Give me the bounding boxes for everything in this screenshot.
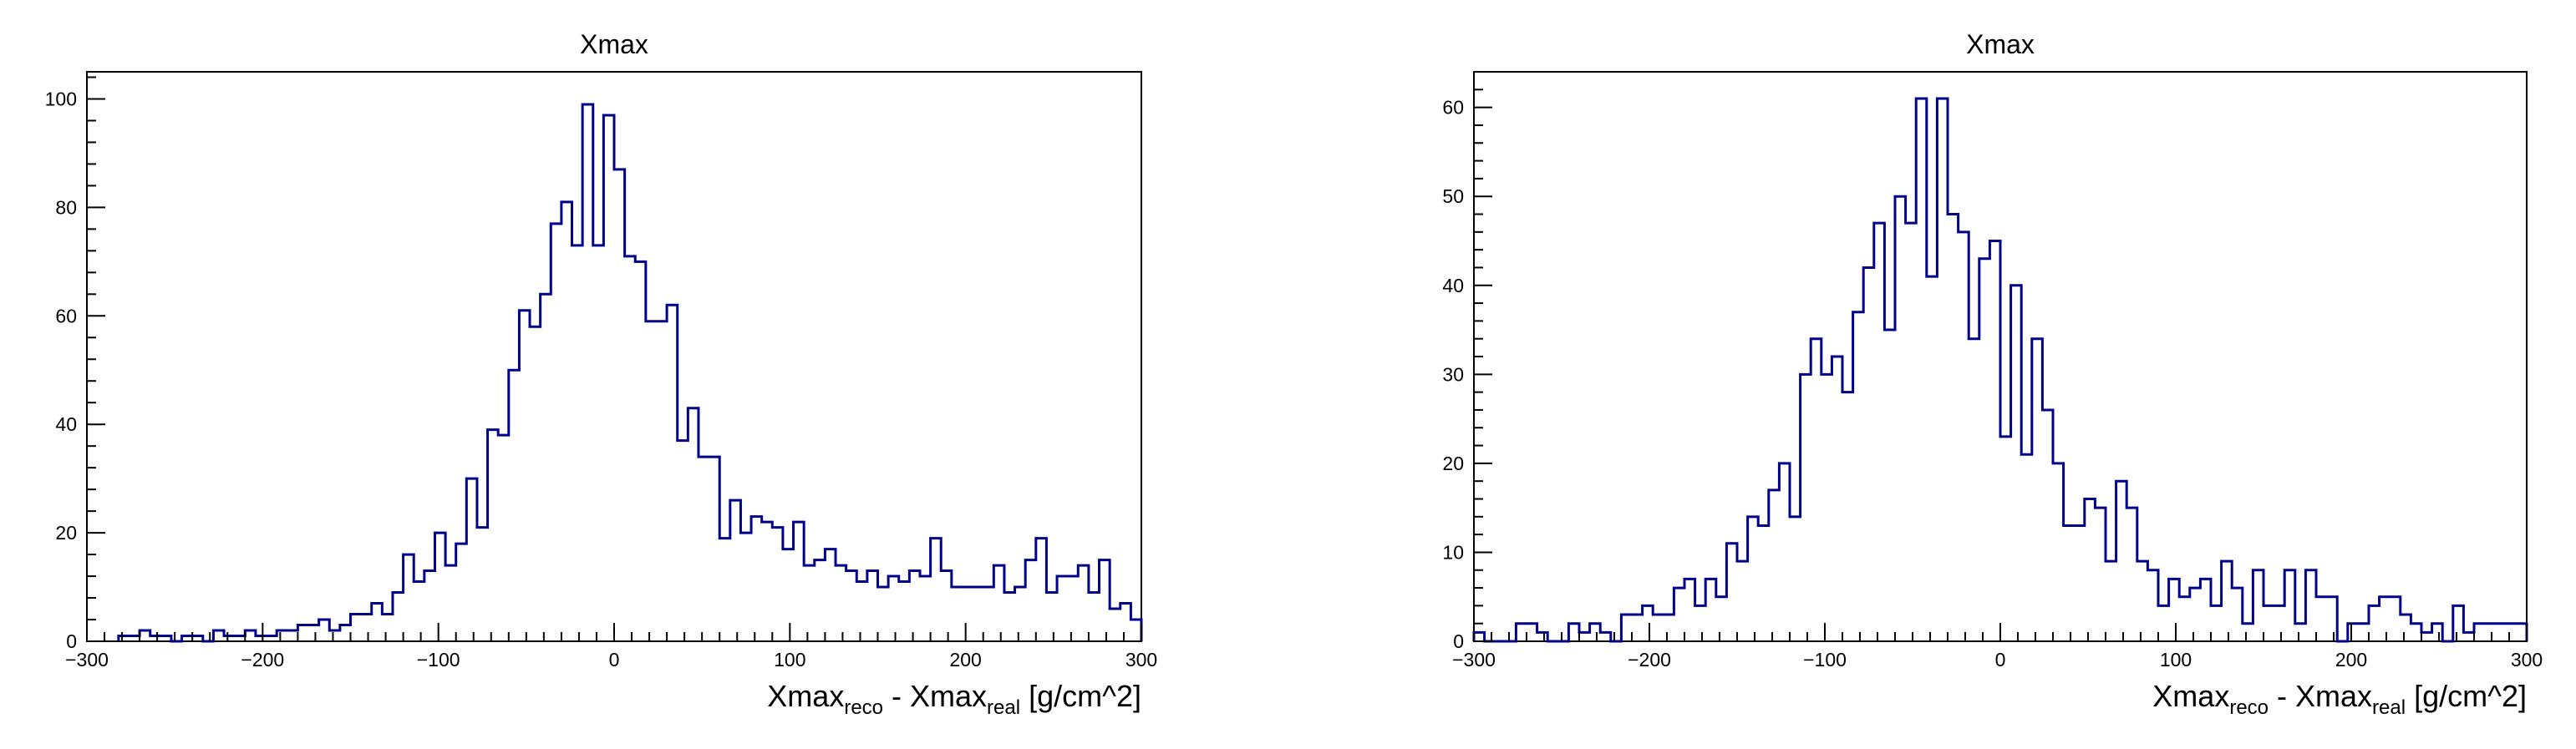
x-tick-label: −300 [1452,649,1496,671]
x-tick-label: −300 [65,649,109,671]
x-axis-label-subscript: real [987,696,1020,719]
y-tick-label: 60 [55,305,77,326]
x-axis-label-subscript: reco [2229,696,2269,719]
chart-title: Xmax [580,29,648,59]
x-tick-label: 100 [774,649,805,671]
y-tick-label: 20 [1442,453,1464,474]
histogram-line [1472,97,2528,643]
x-axis-label-part: Xmax [767,679,844,713]
x-tick-label: 300 [1125,649,1157,671]
y-tick-label: 0 [66,630,77,652]
y-tick-label: 40 [1442,275,1464,296]
y-tick-label: 20 [55,522,77,544]
x-axis-label: Xmaxreco - Xmaxreal [g/cm^2] [767,679,1141,719]
x-tick-label: −200 [241,649,284,671]
y-tick-label: 80 [55,196,77,218]
y-tick-label: 0 [1453,630,1464,652]
y-tick-label: 60 [1442,97,1464,119]
histogram-line [117,103,1143,643]
x-axis-label-part: - Xmax [883,679,987,713]
x-axis-label: Xmaxreco - Xmaxreal [g/cm^2] [2152,679,2527,719]
x-axis-label-part: [g/cm^2] [1020,679,1141,713]
chart-1: Xmax −300 −200 −100 0 100 200 300 0 20 40 60 80 100 Xm… [45,29,1158,719]
x-axis-label-subscript: real [2372,696,2406,719]
x-tick-label: 0 [1995,649,2006,671]
chart-title: Xmax [1966,29,2035,59]
x-axis-label-part: - Xmax [2269,679,2372,713]
x-axis-label-subscript: reco [844,696,883,719]
y-tick-label: 100 [45,88,77,109]
x-tick-label: −100 [417,649,460,671]
x-tick-label: 0 [609,649,620,671]
x-axis-label-part: [g/cm^2] [2406,679,2527,713]
y-tick-label: 40 [55,413,77,435]
x-axis-label-part: Xmax [2152,679,2229,713]
chart-2: Xmax −300 −200 −100 0 100 200 300 0 10 20 30 40 50 60 X… [1442,29,2543,719]
x-tick-label: 200 [949,649,981,671]
y-tick-label: 30 [1442,363,1464,385]
y-tick-label: 50 [1442,185,1464,207]
x-tick-label: −200 [1628,649,1671,671]
x-tick-label: 200 [2335,649,2367,671]
x-tick-label: −100 [1803,649,1847,671]
x-tick-label: 300 [2511,649,2543,671]
x-tick-label: 100 [2160,649,2192,671]
y-tick-label: 10 [1442,541,1464,563]
